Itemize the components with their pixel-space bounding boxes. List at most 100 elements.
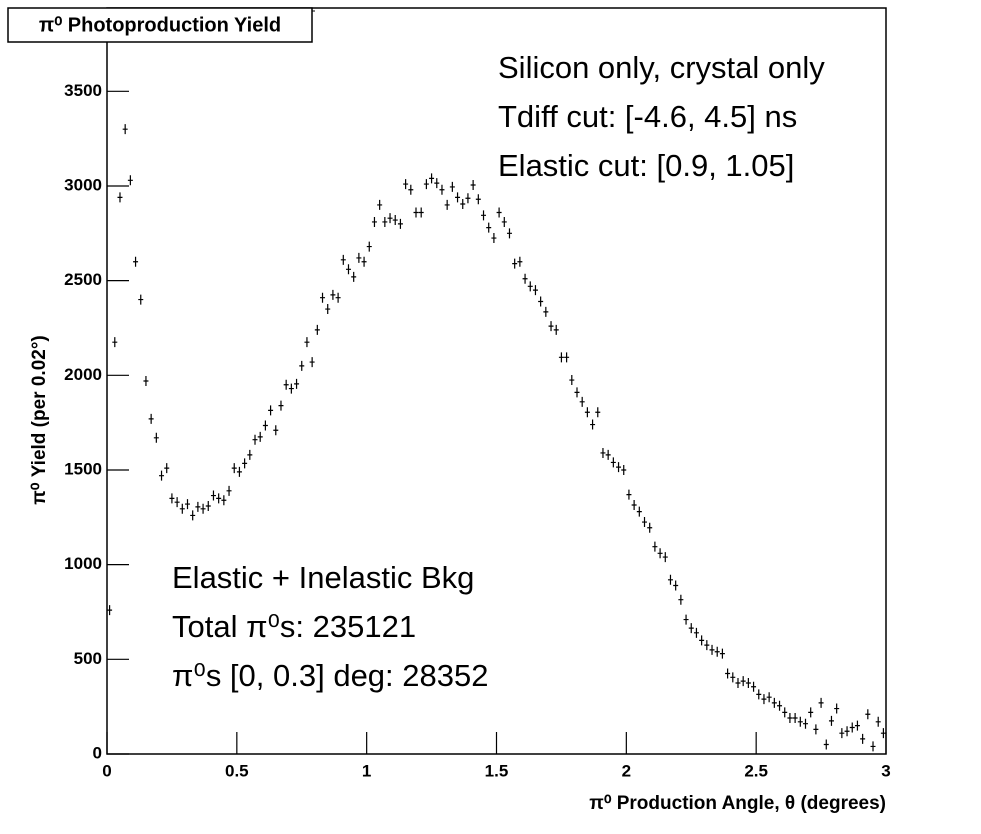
x-tick-label: 0 bbox=[102, 761, 111, 780]
data-point bbox=[403, 179, 409, 190]
data-point bbox=[377, 199, 383, 210]
data-point bbox=[849, 722, 855, 733]
data-point bbox=[506, 228, 512, 239]
data-point bbox=[839, 728, 845, 739]
data-point bbox=[195, 501, 201, 512]
data-point bbox=[574, 387, 580, 398]
data-point bbox=[226, 485, 232, 496]
data-point bbox=[605, 449, 611, 460]
y-tick-label: 1500 bbox=[64, 459, 102, 478]
data-point bbox=[153, 432, 159, 443]
data-point bbox=[808, 707, 814, 718]
data-point bbox=[782, 707, 788, 718]
data-point bbox=[792, 713, 798, 724]
data-point bbox=[169, 493, 175, 504]
data-point bbox=[725, 668, 731, 679]
data-point bbox=[558, 352, 564, 363]
data-point bbox=[704, 640, 710, 651]
data-point bbox=[273, 425, 279, 436]
data-point bbox=[465, 193, 471, 204]
data-point bbox=[766, 692, 772, 703]
data-point bbox=[828, 715, 834, 726]
data-point bbox=[579, 396, 585, 407]
annotation: Elastic + Inelastic Bkg bbox=[172, 560, 474, 595]
data-point bbox=[543, 306, 549, 317]
data-point bbox=[205, 500, 211, 511]
y-tick-label: 1000 bbox=[64, 554, 102, 573]
data-point bbox=[387, 213, 393, 224]
data-point bbox=[320, 292, 326, 303]
data-point bbox=[610, 457, 616, 468]
data-point bbox=[470, 180, 476, 191]
data-point bbox=[340, 254, 346, 265]
data-point bbox=[548, 321, 554, 332]
data-point bbox=[143, 376, 149, 386]
data-point bbox=[460, 198, 466, 209]
data-point bbox=[325, 304, 331, 315]
x-axis-label: π⁰ Production Angle, θ (degrees) bbox=[589, 793, 886, 814]
y-tick-label: 0 bbox=[93, 743, 102, 762]
data-point bbox=[138, 294, 144, 305]
data-point bbox=[294, 378, 300, 389]
data-point bbox=[299, 360, 305, 371]
data-point bbox=[252, 434, 258, 445]
data-point bbox=[880, 728, 886, 739]
data-point bbox=[595, 407, 601, 418]
y-tick-label: 3500 bbox=[64, 81, 102, 100]
data-point bbox=[517, 256, 523, 267]
data-point bbox=[538, 296, 544, 307]
data-point bbox=[314, 324, 320, 335]
data-point bbox=[730, 672, 736, 683]
data-point bbox=[117, 192, 123, 203]
y-tick-label: 3000 bbox=[64, 175, 102, 194]
data-point bbox=[657, 548, 663, 559]
data-point bbox=[455, 192, 461, 203]
data-point bbox=[413, 207, 419, 218]
data-point bbox=[174, 497, 180, 508]
data-point bbox=[642, 517, 648, 528]
data-point bbox=[553, 324, 559, 335]
data-point bbox=[164, 463, 170, 474]
data-point bbox=[719, 648, 725, 659]
data-point bbox=[345, 264, 351, 275]
data-point bbox=[496, 207, 502, 218]
data-point bbox=[475, 194, 481, 205]
data-point bbox=[532, 285, 538, 296]
y-tick-label: 2000 bbox=[64, 365, 102, 384]
data-point bbox=[823, 739, 829, 750]
data-point bbox=[647, 522, 653, 533]
data-point bbox=[439, 184, 445, 195]
data-point bbox=[133, 256, 139, 267]
x-tick-label: 2 bbox=[622, 761, 631, 780]
data-point bbox=[761, 694, 767, 705]
data-point bbox=[870, 741, 876, 752]
data-point bbox=[449, 181, 455, 192]
data-point bbox=[699, 635, 705, 646]
data-point bbox=[247, 449, 253, 460]
data-point bbox=[351, 271, 357, 282]
data-point bbox=[745, 677, 751, 688]
data-point bbox=[564, 352, 570, 363]
data-point bbox=[444, 199, 450, 210]
data-point bbox=[179, 503, 185, 514]
data-point bbox=[481, 210, 487, 221]
data-point bbox=[797, 716, 803, 727]
data-point bbox=[600, 447, 606, 458]
data-point bbox=[844, 726, 850, 737]
data-point bbox=[714, 646, 720, 657]
data-point bbox=[860, 733, 866, 744]
data-point bbox=[626, 489, 632, 500]
data-point bbox=[122, 124, 128, 135]
data-point bbox=[803, 718, 809, 729]
data-point bbox=[107, 605, 113, 616]
x-tick-label: 1 bbox=[362, 761, 371, 780]
data-point bbox=[361, 256, 367, 267]
data-point bbox=[683, 614, 689, 625]
data-point bbox=[429, 173, 435, 184]
data-point bbox=[756, 689, 762, 700]
data-point bbox=[304, 337, 310, 348]
data-point bbox=[371, 216, 377, 227]
data-point bbox=[418, 207, 424, 218]
data-point bbox=[268, 405, 274, 416]
data-point bbox=[423, 179, 429, 190]
